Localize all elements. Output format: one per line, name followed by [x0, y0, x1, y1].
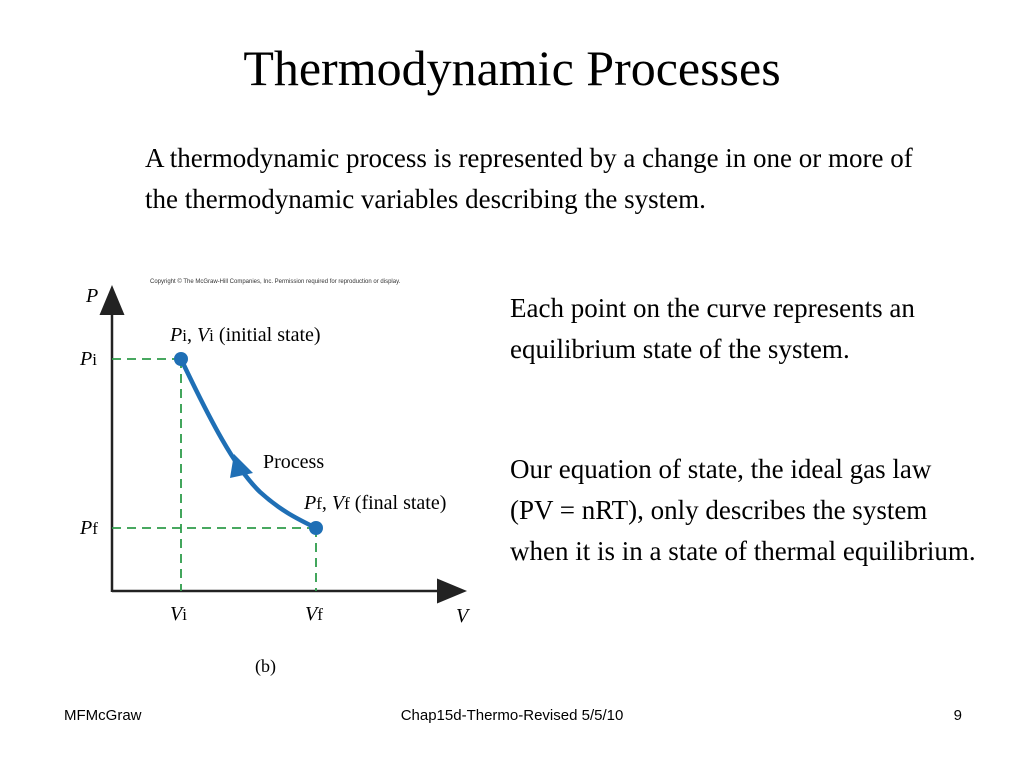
process-label: Process	[263, 451, 325, 473]
pv-diagram: Copyright © The McGraw-Hill Companies, I…	[60, 270, 500, 690]
figure-caption: (b)	[255, 656, 276, 676]
footer-author: MFMcGraw	[64, 707, 142, 724]
slide-title: Thermodynamic Processes	[243, 40, 781, 96]
p-axis-label: P	[86, 285, 99, 307]
final-state-label: Pf, Vf (final state)	[304, 492, 447, 514]
slide-number: 9	[953, 707, 962, 724]
pi-tick-label: Pi	[80, 348, 97, 370]
pf-tick-label: Pf	[80, 517, 98, 539]
process-curve	[178, 356, 319, 531]
initial-state-label: Pi, Vi (initial state)	[170, 324, 321, 346]
intro-paragraph: A thermodynamic process is represented b…	[145, 143, 913, 214]
vf-tick-label: Vf	[305, 603, 323, 625]
v-axis-label: V	[456, 605, 469, 627]
initial-state-point	[174, 352, 188, 366]
process-arrow-head	[230, 454, 253, 478]
equilibrium-point-text: Each point on the curve represents an eq…	[510, 293, 915, 364]
footer-title: Chap15d-Thermo-Revised 5/5/10	[400, 707, 624, 724]
copyright-notice: Copyright © The McGraw-Hill Companies, I…	[150, 279, 401, 285]
ideal-gas-law-text: Our equation of state, the ideal gas law…	[510, 454, 976, 566]
pv-diagram-graphic	[99, 285, 467, 604]
vi-tick-label: Vi	[170, 603, 187, 625]
final-state-point	[309, 521, 323, 535]
